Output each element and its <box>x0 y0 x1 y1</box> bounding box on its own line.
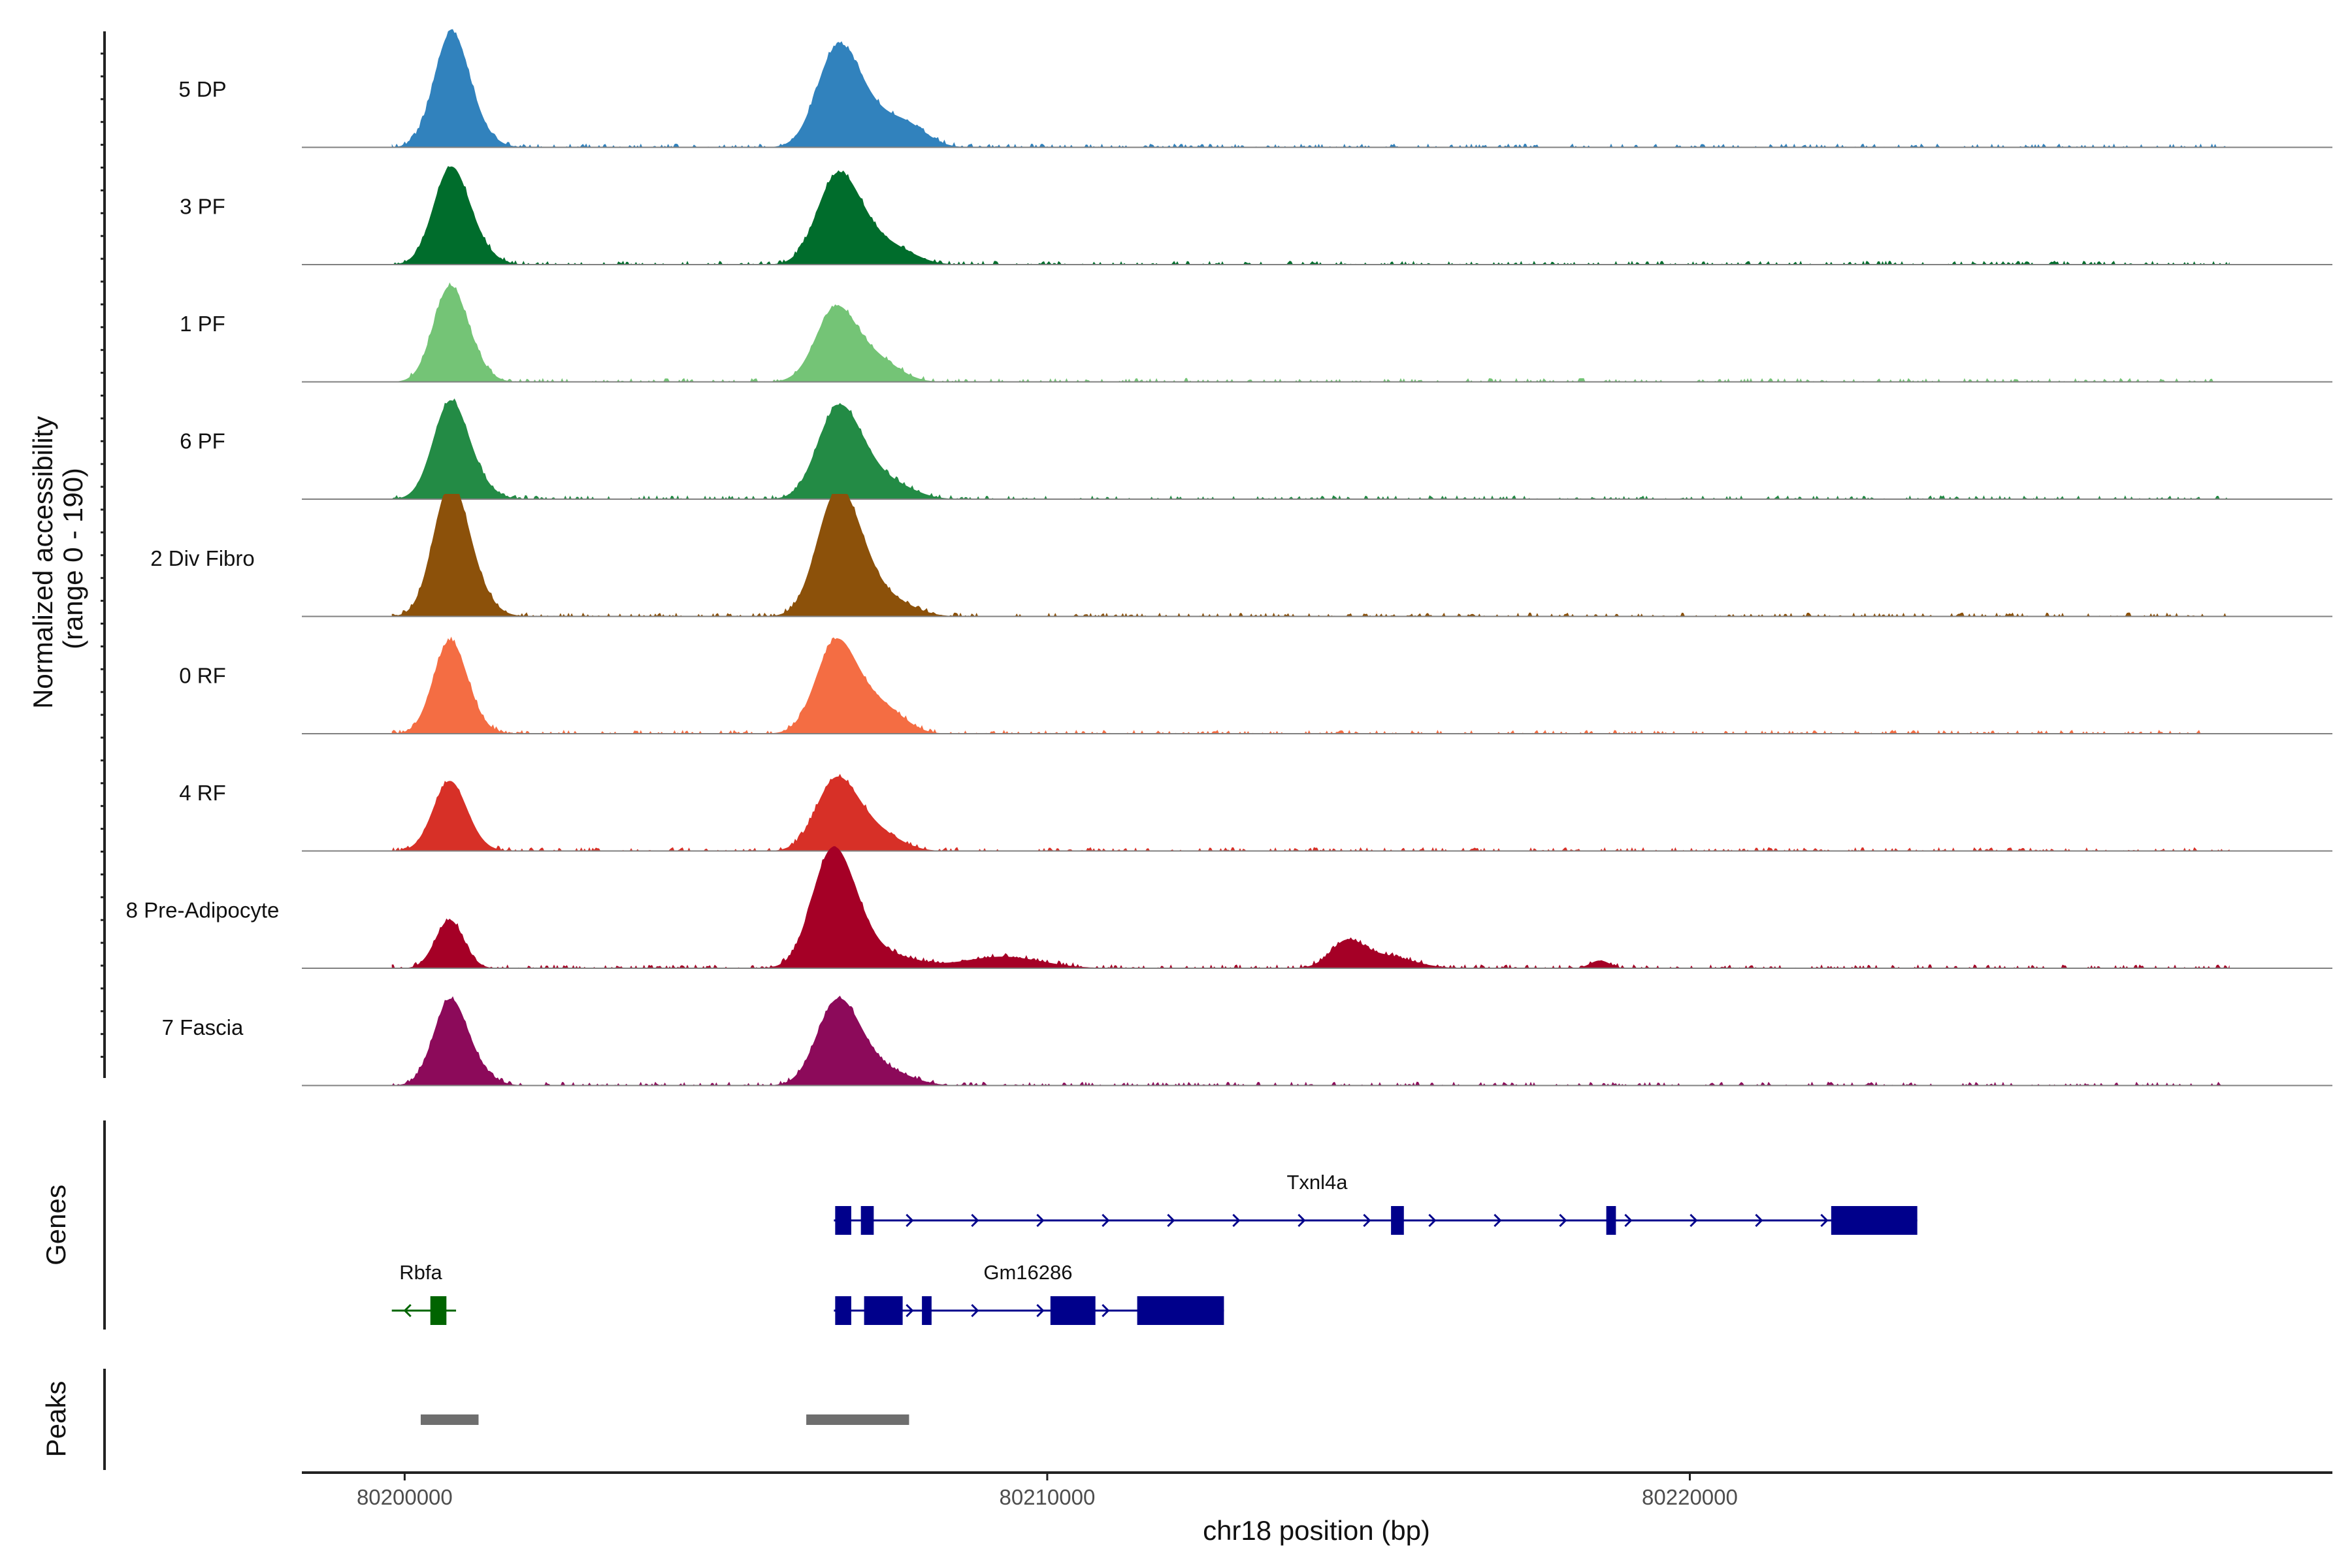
coverage-area <box>391 636 2230 734</box>
x-tick-label: 80200000 <box>357 1485 453 1509</box>
gene-label: Rbfa <box>399 1261 442 1284</box>
exon <box>1050 1296 1096 1325</box>
strand-arrow <box>403 1303 412 1318</box>
track-label: 0 RF <box>179 664 226 688</box>
peak-region <box>420 1414 479 1425</box>
x-tick-label: 80210000 <box>999 1485 1095 1509</box>
y-axis-group: Normalized accessibility (range 0 - 190) <box>27 31 106 1078</box>
track-0: 5 DP <box>178 29 2332 148</box>
exon <box>922 1296 932 1325</box>
exon <box>864 1296 903 1325</box>
exon <box>1391 1206 1404 1235</box>
coverage-tracks: 5 DP 3 PF 1 PF 6 PF 2 Div Fibro 0 RF 4 RF 8 Pre… <box>126 29 2332 1086</box>
peaks-panel: Peaks <box>41 1369 909 1470</box>
peaks-track-title: Peaks <box>41 1381 71 1458</box>
exon <box>1606 1206 1616 1235</box>
track-label: 3 PF <box>180 195 225 219</box>
peak-regions <box>420 1414 909 1425</box>
strand-arrow <box>1167 1213 1175 1228</box>
strand-arrow <box>1232 1213 1241 1228</box>
track-8: 7 Fascia <box>162 996 2332 1086</box>
strand-arrow <box>1820 1213 1829 1228</box>
track-label: 7 Fascia <box>162 1015 244 1039</box>
x-axis-title: chr18 position (bp) <box>1203 1515 1430 1546</box>
track-1: 3 PF <box>180 166 2332 265</box>
y-axis-ticks <box>101 52 105 1058</box>
exon <box>1831 1206 1918 1235</box>
strand-arrow <box>1559 1213 1567 1228</box>
peak-region <box>806 1414 909 1425</box>
track-2: 1 PF <box>180 282 2332 383</box>
track-5: 0 RF <box>179 636 2332 734</box>
y-axis-title-line-2: (range 0 - 190) <box>57 468 88 649</box>
y-axis-title-line-1: Normalized accessibility <box>27 416 58 709</box>
exon <box>835 1206 851 1235</box>
strand-arrow <box>1624 1213 1633 1228</box>
exon <box>1137 1296 1224 1325</box>
gene-label: Txnl4a <box>1286 1171 1348 1194</box>
coverage-area <box>391 494 2230 617</box>
gene-label: Gm16286 <box>983 1261 1072 1284</box>
strand-arrow <box>1102 1213 1110 1228</box>
strand-arrow <box>1298 1213 1306 1228</box>
strand-arrow <box>971 1303 979 1318</box>
track-7: 8 Pre-Adipocyte <box>126 846 2332 969</box>
track-label: 8 Pre-Adipocyte <box>126 898 280 923</box>
strand-arrow <box>1036 1303 1045 1318</box>
track-label: 5 DP <box>178 77 226 101</box>
strand-arrow <box>906 1303 914 1318</box>
gene-rbfa: Rbfa <box>391 1261 457 1325</box>
x-axis-ticks: 80200000 80210000 80220000 <box>357 1473 1738 1509</box>
track-label: 2 Div Fibro <box>150 546 255 570</box>
exon <box>430 1296 447 1325</box>
strand-arrow <box>1428 1213 1437 1228</box>
gene-models: Txnl4a Gm16286 Rbfa <box>391 1171 1918 1325</box>
coverage-area <box>391 282 2230 382</box>
exon <box>835 1296 851 1325</box>
track-6: 4 RF <box>179 774 2332 852</box>
genes-panel: Genes Txnl4a Gm16286 Rbfa <box>41 1120 1918 1330</box>
strand-arrow <box>906 1213 914 1228</box>
strand-arrow <box>1363 1213 1371 1228</box>
x-axis-group: 80200000 80210000 80220000 chr18 position … <box>302 1471 2332 1546</box>
gene-txnl4a: Txnl4a <box>834 1171 1918 1235</box>
strand-arrow <box>1755 1213 1763 1228</box>
track-4: 2 Div Fibro <box>150 494 2332 617</box>
exon <box>860 1206 874 1235</box>
strand-arrow <box>1036 1213 1045 1228</box>
strand-arrow <box>1494 1213 1502 1228</box>
y-axis-title: Normalized accessibility (range 0 - 190) <box>27 408 88 709</box>
coverage-area <box>391 996 2230 1086</box>
track-label: 6 PF <box>180 429 225 453</box>
gene-gm16286: Gm16286 <box>834 1261 1224 1325</box>
coverage-area <box>391 398 2230 499</box>
x-tick-label: 80220000 <box>1642 1485 1738 1509</box>
track-3: 6 PF <box>180 398 2332 500</box>
coverage-area <box>391 29 2230 148</box>
strand-arrow <box>971 1213 979 1228</box>
genes-track-title: Genes <box>41 1184 71 1266</box>
track-label: 4 RF <box>179 781 226 805</box>
strand-arrow <box>1690 1213 1698 1228</box>
strand-arrow <box>1102 1303 1110 1318</box>
coverage-area <box>391 846 2230 968</box>
track-label: 1 PF <box>180 312 225 336</box>
coverage-area <box>391 166 2230 265</box>
coverage-area <box>391 774 2230 851</box>
